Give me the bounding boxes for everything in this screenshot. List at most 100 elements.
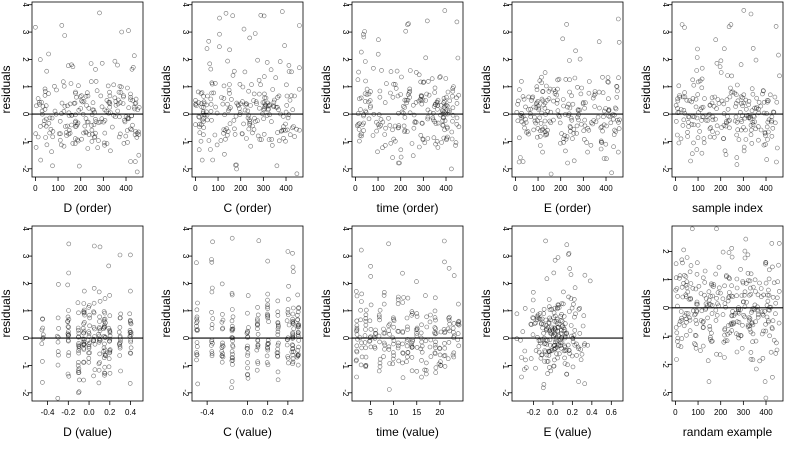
data-point — [263, 103, 269, 108]
data-point — [616, 39, 622, 45]
x-tick-label: 0 — [673, 184, 678, 193]
data-point — [514, 311, 520, 317]
data-point — [275, 329, 281, 335]
data-point — [516, 98, 521, 104]
data-point — [292, 134, 297, 139]
data-point — [592, 91, 598, 97]
data-point — [209, 322, 215, 327]
data-point — [295, 317, 300, 323]
data-point — [91, 309, 96, 315]
data-point — [542, 348, 548, 353]
y-axis-title: residuals — [319, 65, 333, 113]
data-point — [433, 339, 438, 345]
data-point — [729, 254, 735, 260]
data-point — [565, 362, 570, 368]
data-point — [433, 326, 439, 332]
data-point — [574, 131, 579, 136]
data-point — [600, 75, 605, 80]
data-point — [567, 124, 573, 129]
data-point — [423, 360, 429, 366]
data-point — [222, 112, 227, 117]
data-point — [66, 353, 71, 358]
data-point — [603, 106, 608, 111]
data-point — [405, 354, 410, 360]
data-point — [268, 67, 274, 72]
data-point — [260, 100, 266, 105]
data-point — [515, 102, 520, 107]
data-point — [560, 36, 566, 42]
data-point — [394, 68, 400, 74]
data-point — [605, 79, 611, 85]
data-point — [382, 100, 388, 105]
data-point — [682, 25, 687, 30]
data-point — [552, 342, 558, 348]
data-point — [382, 346, 387, 352]
data-point — [596, 89, 602, 95]
data-point — [230, 323, 235, 329]
data-point — [132, 53, 137, 59]
x-tick-label: 0.2 — [104, 408, 116, 417]
data-point — [772, 120, 778, 126]
data-point — [43, 116, 49, 122]
data-point — [572, 314, 577, 320]
data-point — [209, 309, 214, 315]
data-point — [376, 312, 382, 318]
data-point — [101, 355, 107, 361]
y-tick-label: 0 — [501, 112, 510, 117]
data-point — [66, 270, 71, 276]
plot-frame — [511, 1, 624, 178]
data-point — [719, 98, 725, 104]
data-point — [600, 128, 605, 134]
data-point — [732, 90, 738, 96]
data-point — [128, 329, 133, 335]
data-point — [294, 312, 300, 318]
data-point — [756, 100, 762, 105]
data-point — [763, 395, 769, 401]
data-point — [575, 85, 580, 90]
data-point — [577, 56, 583, 62]
data-point — [55, 395, 61, 401]
data-point — [381, 326, 386, 332]
data-point — [552, 339, 558, 345]
data-point — [97, 298, 103, 304]
data-point — [410, 103, 416, 108]
data-point — [455, 55, 461, 61]
data-point — [33, 145, 39, 150]
data-point — [400, 341, 405, 347]
data-point — [437, 352, 443, 358]
data-point — [442, 8, 448, 13]
data-point — [528, 322, 534, 327]
data-point — [421, 80, 426, 85]
data-point — [413, 100, 419, 105]
data-point — [117, 345, 123, 351]
data-point — [195, 89, 201, 95]
data-point — [583, 100, 588, 105]
data-point — [760, 88, 766, 93]
data-point — [578, 121, 584, 127]
data-point — [534, 134, 540, 140]
data-point — [195, 344, 200, 349]
data-point — [35, 134, 41, 140]
data-point — [387, 123, 393, 128]
data-point — [254, 347, 260, 353]
data-point — [571, 158, 577, 164]
data-point — [102, 341, 107, 347]
data-point — [561, 314, 567, 319]
data-point — [443, 76, 449, 81]
data-point — [705, 358, 711, 364]
y-tick-label: -3 — [661, 389, 670, 397]
data-point — [422, 367, 428, 373]
data-point — [581, 128, 587, 133]
data-point — [542, 359, 547, 364]
data-point — [290, 359, 296, 365]
data-point — [712, 94, 718, 100]
data-point — [675, 98, 681, 104]
data-point — [515, 118, 521, 124]
data-point — [269, 143, 275, 148]
data-point — [735, 98, 741, 104]
data-point — [107, 330, 113, 336]
data-point — [230, 355, 235, 361]
data-point — [721, 123, 727, 128]
data-points — [353, 238, 462, 392]
data-point — [66, 324, 71, 330]
